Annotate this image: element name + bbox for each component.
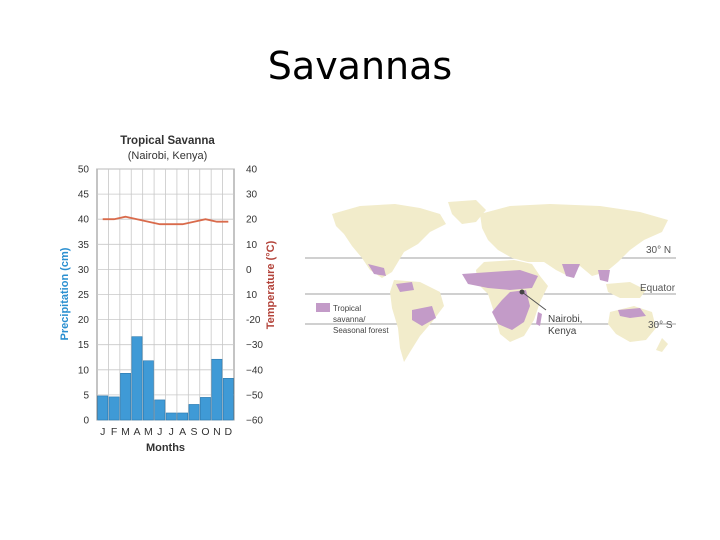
savanna-africa-sahel xyxy=(462,270,538,290)
precip-bar xyxy=(177,412,189,421)
month-label: J xyxy=(169,426,174,438)
precip-tick-label: 10 xyxy=(78,365,90,376)
temperature-line xyxy=(102,215,229,226)
temp-tick-label: −40 xyxy=(246,365,263,376)
precip-tick-label: 30 xyxy=(78,265,90,276)
chart-title: Tropical Savanna xyxy=(120,135,215,147)
chart-subtitle: (Nairobi, Kenya) xyxy=(128,150,207,162)
month-label: A xyxy=(133,426,140,438)
temp-tick-label: 40 xyxy=(246,165,258,176)
month-label: D xyxy=(224,426,232,438)
temp-tick-label: −60 xyxy=(246,416,263,427)
month-label: F xyxy=(111,426,117,438)
temp-tick-label: 20 xyxy=(246,215,258,226)
precip-bar xyxy=(142,360,154,421)
temp-tick-label: −50 xyxy=(246,390,263,401)
slide-title: Savannas xyxy=(267,44,453,88)
precip-tick-label: 5 xyxy=(83,390,89,401)
precip-tick-label: 50 xyxy=(78,165,90,176)
precip-bar xyxy=(188,404,200,421)
savanna-africa-east-south xyxy=(492,290,530,330)
nairobi-callout-line xyxy=(521,291,547,311)
month-label: N xyxy=(213,426,221,438)
savanna-south-america-central xyxy=(412,306,436,326)
precip-bar xyxy=(120,373,131,421)
precip-bar xyxy=(211,358,223,421)
x-axis-label: Months xyxy=(146,442,185,454)
equator-label: Equator xyxy=(640,283,676,294)
legend-label: Tropical savanna/ Seasonal forest xyxy=(333,304,389,335)
precip-bar xyxy=(97,395,109,421)
month-label: M xyxy=(121,426,130,438)
precip-tick-label: 35 xyxy=(78,240,90,251)
precip-bar xyxy=(200,397,211,421)
precip-bar xyxy=(154,399,166,421)
precip-bar xyxy=(165,412,177,421)
month-label: J xyxy=(157,426,162,438)
month-label: S xyxy=(191,426,198,438)
temp-tick-label: 0 xyxy=(246,265,252,276)
month-label: O xyxy=(201,426,209,438)
legend-swatch xyxy=(316,303,330,312)
temp-tick-label: 30 xyxy=(246,190,258,201)
month-label: J xyxy=(100,426,105,438)
precip-tick-label: 40 xyxy=(78,215,90,226)
temp-tick-label: -20 xyxy=(246,315,261,326)
latitude-label-30n: 30° N xyxy=(646,245,671,256)
savanna-south-america-north xyxy=(396,282,414,292)
savanna-regions xyxy=(368,264,646,330)
precip-tick-label: 25 xyxy=(78,290,90,301)
month-label: M xyxy=(144,426,153,438)
precip-tick-label: 15 xyxy=(78,340,90,351)
savanna-madagascar xyxy=(536,312,542,326)
precip-bar xyxy=(131,336,143,421)
precip-tick-label: 45 xyxy=(78,190,90,201)
precip-bar xyxy=(108,396,120,421)
precip-tick-label: 20 xyxy=(78,315,90,326)
savanna-india xyxy=(562,264,580,278)
savanna-australia-north xyxy=(618,308,646,318)
temp-tick-label: 10 xyxy=(246,240,258,251)
nairobi-marker xyxy=(519,289,525,295)
savanna-southeast-asia xyxy=(598,270,610,282)
nairobi-label: Nairobi, Kenya xyxy=(548,314,585,337)
y-axis-label-left: Precipitation (cm) xyxy=(59,247,71,340)
precip-bar xyxy=(222,378,234,421)
latitude-label-30s: 30° S xyxy=(648,320,673,331)
temp-tick-label: −30 xyxy=(246,340,263,351)
temp-tick-label: 10 xyxy=(246,290,258,301)
savanna-central-america xyxy=(368,264,386,276)
month-label: A xyxy=(179,426,186,438)
precip-tick-label: 0 xyxy=(83,416,89,427)
y-axis-label-right: Temperature (°C) xyxy=(265,240,277,329)
